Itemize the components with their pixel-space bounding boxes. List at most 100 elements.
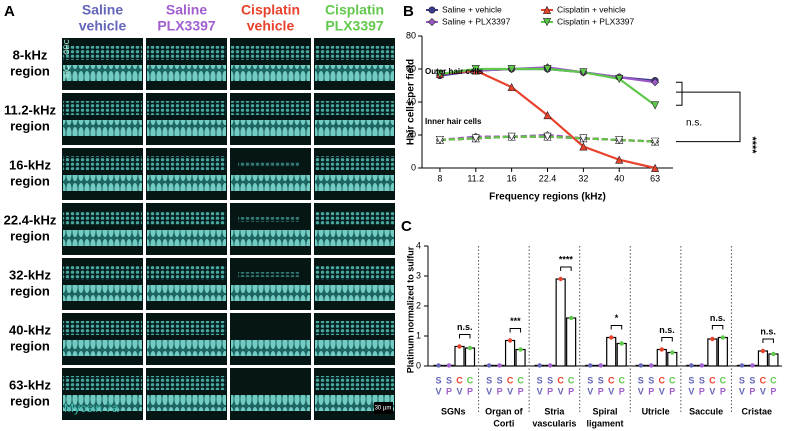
bar-label-top: S	[688, 375, 694, 385]
bar-point	[568, 315, 574, 321]
ihc-row	[231, 340, 310, 356]
bar-label-top: C	[507, 375, 514, 385]
sig-bracket	[661, 337, 673, 342]
bar	[555, 278, 566, 367]
ihc-label: IHC	[64, 66, 71, 78]
bar-label-top: S	[486, 375, 492, 385]
ohc-rows	[63, 321, 142, 335]
point	[579, 68, 588, 77]
point	[471, 134, 480, 143]
bar-label-bottom: V	[507, 386, 513, 396]
ohc-rows	[147, 46, 226, 60]
point	[579, 134, 588, 143]
bar-label-top: S	[537, 375, 543, 385]
ohc-rows	[63, 156, 142, 170]
ohc-label: OHC	[64, 39, 71, 55]
bar-point	[598, 363, 603, 368]
bar	[504, 339, 516, 367]
legend-label: Cisplatin + PLX3397	[557, 16, 635, 26]
sig-label: ***	[510, 316, 521, 326]
sig-bracket	[560, 266, 572, 271]
bar-label-top: S	[547, 375, 553, 385]
legend-marker	[427, 17, 437, 27]
group-label: Cristae	[741, 406, 772, 416]
bar	[656, 348, 667, 367]
point	[543, 110, 552, 120]
scale-bar	[374, 402, 393, 414]
y-tick-label: 2	[416, 300, 421, 310]
bar-label-top: S	[446, 375, 452, 385]
bar-label-top: S	[497, 375, 503, 385]
ohc-rows	[63, 266, 142, 280]
point	[543, 65, 552, 74]
bar-label-top: S	[598, 375, 604, 385]
micrograph	[146, 148, 227, 200]
sig-bracket	[509, 328, 522, 333]
point	[650, 163, 660, 172]
ihc-row	[315, 230, 394, 246]
bar-label-bottom: P	[648, 386, 654, 396]
micrograph	[314, 38, 395, 90]
bar-point	[547, 363, 553, 368]
bar-label-bottom: V	[456, 386, 462, 396]
row-label: 11.2-kHz	[4, 102, 57, 117]
bar	[707, 338, 718, 367]
ohc-rows	[315, 266, 394, 280]
micrograph	[146, 368, 227, 420]
micrograph	[230, 38, 311, 90]
micrograph	[314, 313, 395, 365]
panel-letter: C	[401, 218, 412, 235]
bar-label-bottom: V	[608, 386, 614, 396]
bar-label-top: S	[638, 375, 644, 385]
y-tick-label: 1	[416, 330, 421, 340]
ohc-rows	[315, 101, 394, 115]
bar-label-top: C	[608, 375, 615, 385]
bar-label-top: S	[648, 375, 654, 385]
micrograph	[146, 258, 227, 310]
ihc-row	[147, 285, 226, 301]
bar-point	[467, 345, 473, 351]
column-header: vehicle	[247, 18, 295, 34]
column-header: Saline	[166, 2, 207, 18]
ohc-rows	[147, 321, 226, 335]
ihc-row	[315, 340, 394, 356]
x-tick-label: 32	[578, 173, 588, 183]
row-label: region	[10, 63, 50, 78]
point	[507, 65, 516, 74]
bar-label-bottom: P	[669, 386, 675, 396]
sig-label: *	[615, 313, 619, 323]
row-label: 40-kHz	[9, 322, 51, 337]
bar-point	[609, 335, 614, 340]
bar	[566, 317, 577, 367]
ohc-rows	[63, 376, 142, 390]
ohc-rows	[315, 46, 394, 60]
ihc-row	[147, 395, 226, 411]
ihc-row	[147, 340, 226, 356]
point	[579, 142, 588, 151]
bar	[464, 347, 476, 367]
x-tick-label: 22.4	[539, 173, 557, 183]
sig-label: n.s.	[760, 326, 776, 336]
bar-label-bottom: P	[497, 386, 503, 396]
ihc-row	[231, 285, 310, 301]
row-label: 63-kHz	[9, 377, 51, 392]
bar-label-top: C	[467, 375, 474, 385]
bar-label-bottom: P	[467, 386, 473, 396]
ihc-row	[231, 120, 310, 136]
y-tick-label: 0	[411, 162, 416, 172]
ihc-row	[231, 175, 310, 191]
bar-label-bottom: V	[659, 386, 665, 396]
ohc-rows	[238, 162, 299, 167]
group-label: SGNs	[441, 406, 466, 416]
bar-label-top: C	[659, 375, 666, 385]
micrograph	[62, 203, 143, 255]
group-label: Organ of	[485, 406, 524, 416]
ihc-row	[147, 65, 226, 81]
bar-label-top: C	[456, 375, 463, 385]
group-label: vascularis	[532, 418, 576, 428]
legend-label: Cisplatin + vehicle	[557, 4, 626, 14]
point	[615, 136, 624, 145]
column-header: PLX3397	[157, 18, 216, 34]
ohc-rows	[231, 101, 310, 115]
bar-label-top: S	[699, 375, 705, 385]
